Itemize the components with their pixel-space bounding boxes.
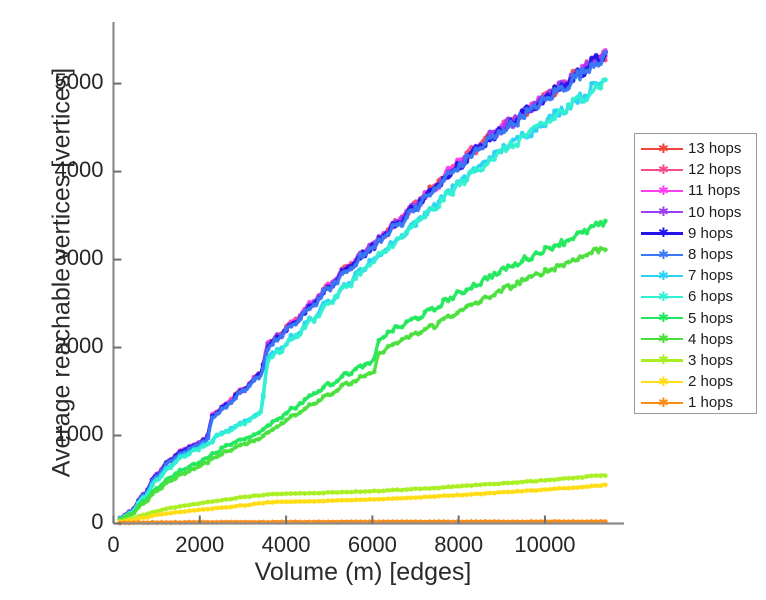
legend-swatch-icon: ✱ — [641, 290, 683, 304]
y-tick-label: 0 — [91, 508, 104, 534]
legend-item-label: 9 hops — [688, 224, 734, 242]
legend-item-label: 2 hops — [688, 373, 734, 391]
legend-item-9-hops[interactable]: ✱ 9 hops — [635, 223, 756, 244]
legend-swatch-icon: ✱ — [641, 184, 683, 198]
legend-item-label: 7 hops — [688, 267, 734, 285]
legend-swatch-icon: ✱ — [641, 269, 683, 283]
legend-item-label: 5 hops — [688, 309, 734, 327]
series-layer — [117, 47, 608, 526]
legend-swatch-icon: ✱ — [641, 311, 683, 325]
legend-item-10-hops[interactable]: ✱ 10 hops — [635, 202, 756, 223]
x-tick-label: 6000 — [347, 531, 397, 557]
legend-item-label: 8 hops — [688, 246, 734, 264]
legend-swatch-icon: ✱ — [641, 163, 683, 177]
axis-layer — [112, 22, 624, 525]
legend-item-2-hops[interactable]: ✱ 2 hops — [635, 371, 756, 392]
y-tick-label: 1000 — [54, 420, 104, 446]
legend-item-label: 13 hops — [688, 140, 742, 158]
series-1-hops — [117, 518, 608, 526]
x-tick-label: 2000 — [175, 531, 225, 557]
legend-item-label: 11 hops — [688, 182, 741, 200]
series-6-hops — [117, 77, 608, 522]
series-4-hops — [117, 245, 608, 522]
series-5-hops — [117, 218, 608, 522]
y-tick-label: 4000 — [54, 156, 104, 182]
legend-swatch-icon: ✱ — [641, 375, 683, 389]
x-tick-label: 0 — [107, 531, 120, 557]
legend-swatch-icon: ✱ — [641, 353, 683, 367]
series-3-hops — [117, 473, 608, 524]
y-tick-label: 5000 — [54, 68, 104, 94]
x-tick-label: 8000 — [434, 531, 484, 557]
legend-item-4-hops[interactable]: ✱ 4 hops — [635, 329, 756, 350]
series-2-hops — [117, 482, 608, 525]
legend-item-8-hops[interactable]: ✱ 8 hops — [635, 244, 756, 265]
legend-swatch-icon: ✱ — [641, 226, 683, 240]
legend-item-label: 3 hops — [688, 351, 734, 369]
x-axis-title: Volume (m) [edges] — [254, 558, 472, 586]
y-tick-label: 3000 — [54, 244, 104, 270]
legend-swatch-icon: ✱ — [641, 332, 683, 346]
legend-item-7-hops[interactable]: ✱ 7 hops — [635, 265, 756, 286]
legend-item-12-hops[interactable]: ✱ 12 hops — [635, 159, 756, 180]
legend-item-11-hops[interactable]: ✱ 11 hops — [635, 180, 756, 201]
legend-item-13-hops[interactable]: ✱ 13 hops — [635, 138, 756, 159]
chart-legend: ✱ 13 hops ✱ 12 hops ✱ 11 hops ✱ 10 hops ✱ 9 hops ✱… — [634, 133, 757, 414]
legend-swatch-icon: ✱ — [641, 396, 683, 410]
legend-swatch-icon: ✱ — [641, 205, 683, 219]
legend-swatch-icon: ✱ — [641, 248, 683, 262]
x-tick-label: 10000 — [514, 531, 576, 557]
legend-item-5-hops[interactable]: ✱ 5 hops — [635, 308, 756, 329]
legend-item-1-hops[interactable]: ✱ 1 hops — [635, 392, 756, 413]
legend-item-label: 10 hops — [688, 203, 742, 221]
legend-swatch-icon: ✱ — [641, 142, 683, 156]
legend-item-label: 12 hops — [688, 161, 742, 179]
x-tick-label: 4000 — [261, 531, 311, 557]
legend-item-label: 4 hops — [688, 330, 734, 348]
legend-item-label: 1 hops — [688, 394, 734, 412]
legend-item-label: 6 hops — [688, 288, 734, 306]
legend-item-3-hops[interactable]: ✱ 3 hops — [635, 350, 756, 371]
y-tick-label: 2000 — [54, 332, 104, 358]
legend-item-6-hops[interactable]: ✱ 6 hops — [635, 286, 756, 307]
